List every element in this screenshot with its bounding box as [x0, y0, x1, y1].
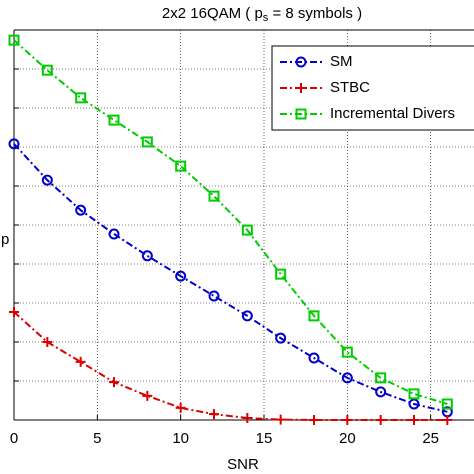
marker: [242, 413, 253, 424]
title-subscript: s: [263, 12, 269, 24]
x-tick-label: 10: [172, 430, 189, 447]
marker: [296, 83, 306, 93]
legend-label: SM: [330, 53, 353, 70]
marker: [9, 306, 19, 317]
legend-label: Incremental Divers: [330, 105, 455, 122]
marker: [141, 250, 153, 262]
marker: [341, 372, 353, 384]
marker: [408, 388, 420, 400]
x-axis-label: SNR: [227, 456, 259, 473]
x-tick-label: 15: [256, 430, 273, 447]
legend-label: STBC: [330, 79, 370, 96]
marker: [241, 224, 253, 236]
marker: [342, 415, 353, 425]
marker: [208, 290, 220, 302]
marker: [141, 136, 153, 148]
title-end: = 8 symbols ): [268, 5, 362, 22]
marker: [442, 415, 453, 425]
marker: [375, 415, 386, 425]
marker: [341, 346, 353, 358]
marker: [275, 414, 286, 425]
marker: [208, 190, 220, 202]
marker: [142, 390, 153, 401]
series-line: [13, 143, 448, 413]
marker: [375, 386, 387, 398]
marker: [41, 174, 53, 186]
series-line: [13, 39, 448, 405]
marker: [408, 398, 420, 410]
marker: [41, 64, 53, 76]
marker: [409, 415, 419, 425]
marker: [295, 108, 307, 120]
marker: [275, 332, 287, 344]
marker: [175, 402, 186, 413]
marker: [75, 204, 87, 216]
marker: [209, 409, 219, 420]
marker: [308, 310, 320, 322]
marker: [8, 138, 20, 150]
x-tick-label: 5: [93, 430, 101, 447]
marker: [108, 228, 120, 240]
marker: [42, 337, 53, 347]
marker: [75, 356, 86, 367]
title-main: 2x2 16QAM ( p: [162, 5, 263, 22]
marker: [8, 34, 20, 46]
marker: [375, 372, 387, 384]
marker: [295, 56, 307, 68]
marker: [308, 352, 320, 364]
marker: [175, 270, 187, 282]
marker: [309, 415, 319, 425]
marker: [275, 268, 287, 280]
marker: [109, 377, 119, 388]
series-line: [13, 311, 448, 421]
marker: [108, 114, 120, 126]
x-tick-label: 25: [422, 430, 439, 447]
marker: [75, 92, 87, 104]
chart-title: 2x2 16QAM ( ps = 8 symbols ): [162, 5, 362, 24]
x-tick-label: 0: [10, 430, 18, 447]
y-axis-label: p: [1, 231, 9, 248]
marker: [441, 398, 453, 410]
marker: [175, 160, 187, 172]
x-tick-label: 20: [339, 430, 356, 447]
marker: [241, 310, 253, 322]
